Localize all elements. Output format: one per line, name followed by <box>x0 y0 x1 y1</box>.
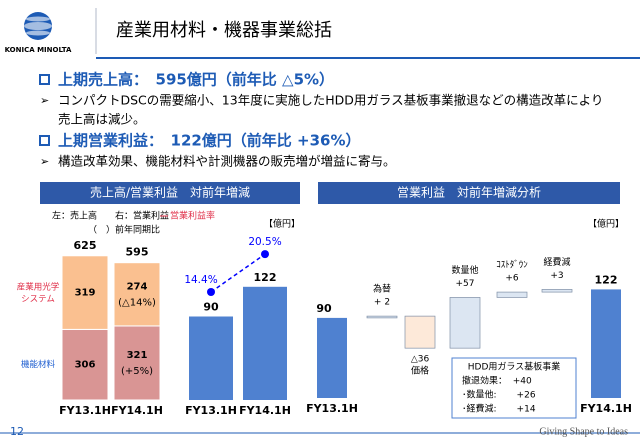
waterfall-bar <box>449 297 481 349</box>
bullet-heading: 上期営業利益： 122億円（前年比 +36%） <box>58 132 361 150</box>
value-label: 274 <box>127 281 148 292</box>
legend-label: 営業利益率 <box>170 210 215 222</box>
page-number: 12 <box>10 425 24 438</box>
ratio-point <box>207 288 215 296</box>
series-label: 機能材料 <box>21 359 56 370</box>
x-tick-label: FY13.1H <box>306 402 358 415</box>
waterfall-bar <box>541 289 573 293</box>
value-label: 321 <box>127 350 148 361</box>
panel-header <box>40 182 300 204</box>
value-label: +3 <box>550 271 563 281</box>
ratio-label: 20.5% <box>248 236 281 248</box>
x-tick-label: FY14.1H <box>239 404 291 417</box>
ratio-point <box>261 250 269 259</box>
bar <box>189 316 233 400</box>
value-label: +6 <box>505 274 519 284</box>
logo <box>24 12 52 40</box>
bullet-square <box>39 74 50 85</box>
bar-segment <box>61 328 109 401</box>
waterfall-bar <box>366 315 398 319</box>
value-label: 122 <box>595 273 618 286</box>
bullet-heading: 上期売上高： 595億円（前年比 △5%） <box>58 71 334 89</box>
annotation-text: ･経費減: +14 <box>462 403 536 415</box>
category-label: 経費減 <box>543 256 570 268</box>
note: （ ）前年同期比 <box>88 224 160 236</box>
bullet-arrow: ➢ <box>40 94 49 107</box>
bar <box>243 286 287 400</box>
value-label: + 2 <box>374 298 390 308</box>
annotation-box <box>451 357 577 419</box>
category-label: 為替 <box>373 283 391 295</box>
panel-title: 営業利益 対前年増減分析 <box>397 185 541 200</box>
waterfall-bar <box>496 291 528 298</box>
value-label: +57 <box>456 279 475 289</box>
unit: 【億円】 <box>264 218 300 230</box>
legend-note: 左：売上高 右：営業利益 <box>52 210 169 222</box>
category-label: 価格 <box>411 365 429 377</box>
annotation-text: HDD用ガラス基板事業 <box>468 361 560 373</box>
bar-segment <box>61 255 109 330</box>
category-label: 数量他 <box>451 264 478 276</box>
annotation-text: ･数量他: +26 <box>462 389 536 401</box>
unit: 【億円】 <box>588 218 624 230</box>
value-label: 90 <box>203 300 219 313</box>
x-tick-label: FY13.1H <box>59 404 111 417</box>
ratio-line <box>210 253 266 293</box>
x-tick-label: FY13.1H <box>185 404 237 417</box>
value-label: 122 <box>254 271 277 284</box>
series-label: 産業用光学システム <box>17 281 60 304</box>
waterfall-bar <box>591 289 621 398</box>
change-label: (+5%) <box>121 366 153 377</box>
value-label: 90 <box>316 302 332 315</box>
x-tick-label: FY14.1H <box>580 402 632 415</box>
total-label: 595 <box>126 246 149 259</box>
bullet-text: 売上高は減少。 <box>58 112 146 127</box>
panel-header <box>318 182 620 204</box>
annotation-text: 撤退効果： +40 <box>462 375 532 387</box>
total-label: 625 <box>74 239 97 252</box>
category-label: ｺｽﾄﾀﾞｳﾝ <box>496 260 528 271</box>
ratio-label: 14.4% <box>184 274 217 286</box>
bullet-square <box>39 135 50 146</box>
waterfall-bar <box>404 315 436 349</box>
value-label: △36 <box>411 355 430 365</box>
bullet-text: 構造改革効果、機能材料や計測機器の販売増が増益に寄与。 <box>58 154 396 169</box>
x-tick-label: FY14.1H <box>111 404 163 417</box>
panel-title: 売上高/営業利益 対前年増減 <box>90 185 250 200</box>
tagline: Giving Shape to Ideas <box>539 426 628 437</box>
change-label: (△14%) <box>118 297 156 308</box>
value-label: 306 <box>75 360 96 371</box>
slide-title: 産業用材料・機器事業総括 <box>116 20 332 41</box>
logo-text: KONICA MINOLTA <box>5 46 72 54</box>
bar-segment <box>113 325 161 401</box>
bar-segment <box>113 262 161 327</box>
bullet-arrow: ➢ <box>40 155 49 168</box>
value-label: 319 <box>75 288 96 299</box>
waterfall-bar <box>317 317 347 398</box>
bullet-text: コンパクトDSCの需要縮小、13年度に実施したHDD用ガラス基板事業撤退などの構… <box>58 93 603 108</box>
